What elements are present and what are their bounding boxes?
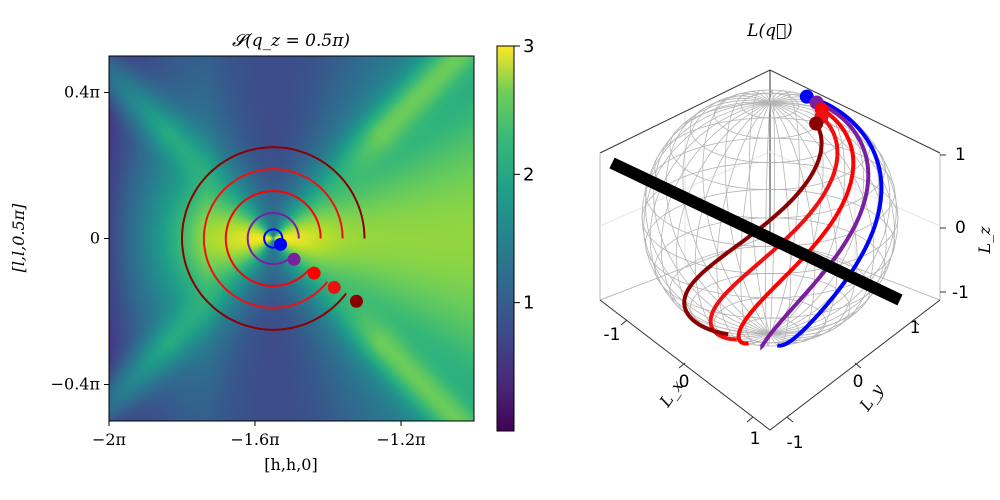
spiral-4 [180,146,366,331]
x-tick-label: −2π [92,430,126,449]
lx-tick-0: 0 [679,372,690,392]
curves-3d [682,89,884,351]
lx-tick-neg1: -1 [604,325,621,345]
y-tick-label: −0.4π [51,375,100,394]
lz-axis-label: L_z [975,226,994,255]
sphere-title: L(q⃗) [746,21,793,41]
lz-tick-1: 1 [955,145,966,165]
colorbar-ticks: 1 2 3 [514,36,534,314]
y-tick-label: 0 [90,229,100,248]
spiral-0 [263,228,284,249]
curve-start-point-4 [809,116,824,131]
spiral-1 [246,212,300,265]
lx-tick-1: 1 [750,429,761,449]
spiral-end-point-1 [287,252,301,266]
lz-tick-0: 0 [955,218,966,238]
ly-tick-neg1: -1 [787,433,804,453]
curve-4 [682,122,824,337]
curve-2 [736,107,856,346]
spiral-3 [202,168,344,309]
spiral-end-point-4 [349,294,363,308]
x-tick-label: −1.6π [230,430,279,449]
heatmap-xlabel: [h,h,0] [264,455,317,474]
spiral-end-point-0 [274,237,288,251]
ly-tick-0: 0 [853,372,864,392]
colorbar-tick-label: 3 [523,36,534,57]
axis-box-front [599,299,941,431]
axis-line [609,157,903,306]
heatmap-panel: 𝓢(q_z = 0.5π) −2π −1.6π −1.2π 0.4π 0 −0.4π [… [9,31,534,474]
curve-0 [776,94,884,348]
lz-tick-neg1: -1 [952,283,969,303]
curve-1 [760,100,871,351]
grid-lines [599,112,941,268]
tick-marks-3d [620,154,946,423]
spiral-2 [224,190,322,287]
ly-tick-1: 1 [910,318,921,338]
x-tick-label: −1.2π [376,430,425,449]
spiral-curves [180,146,366,331]
heatmap-x-ticks: −2π −1.6π −1.2π [92,421,426,449]
colorbar-tick-label: 1 [523,293,534,314]
heatmap-y-ticks: 0.4π 0 −0.4π [51,83,109,394]
colorbar [496,45,515,432]
sphere-panel: L(q⃗) [599,21,994,453]
heatmap-ylabel: [l,l,0.5π] [9,203,28,273]
colorbar-tick-label: 2 [523,164,534,185]
spiral-end-point-2 [307,266,321,280]
y-tick-label: 0.4π [64,83,100,102]
heatmap-image [109,56,474,421]
heatmap-title: 𝓢(q_z = 0.5π) [232,31,350,51]
spiral-end-point-3 [327,280,341,294]
